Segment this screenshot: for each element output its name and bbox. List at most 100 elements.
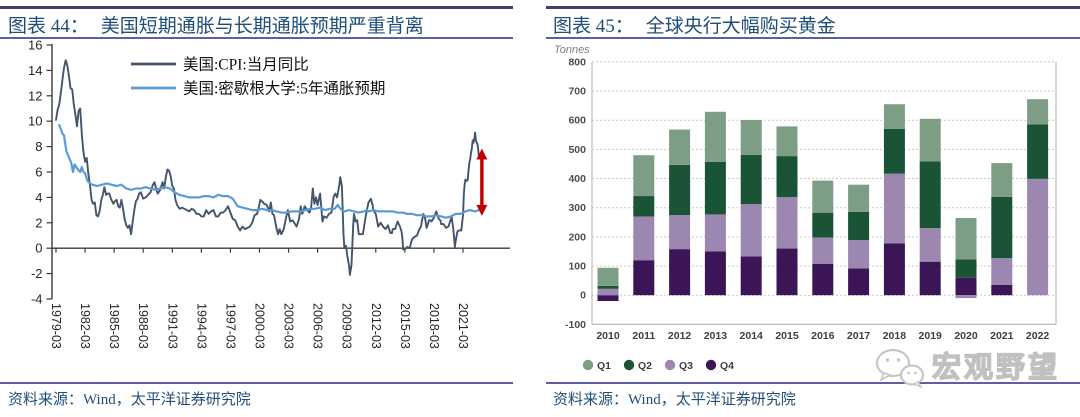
bar-segment-q1-2011: [633, 155, 655, 197]
y-tick-label: 8: [35, 139, 42, 154]
unit-label: Tonnes: [554, 44, 590, 56]
source-divider: [546, 382, 1080, 384]
bar-segment-q4-2018: [883, 243, 905, 296]
bar-segment-q3-2019: [919, 228, 941, 262]
bar-segment-q3-2014: [740, 204, 762, 257]
x-tick-label: 1988-03: [136, 303, 150, 349]
bar-segment-q1-2018: [883, 104, 905, 129]
y-tick-label: 700: [568, 86, 586, 98]
legend-label: Q3: [679, 360, 693, 372]
bar-segment-q2-2014: [740, 154, 762, 205]
x-tick-label: 2016: [811, 330, 835, 342]
bar-segment-q2-2015: [776, 156, 798, 198]
x-tick-label: 1997-03: [223, 303, 237, 349]
x-tick-label: 2018: [883, 330, 907, 342]
x-tick-label: 2012: [668, 330, 692, 342]
figure-45-title: 全球央行大幅购买黄金: [645, 16, 836, 37]
figure-45-label: 图表 45：: [553, 16, 634, 37]
y-tick-label: 100: [568, 261, 586, 273]
bar-segment-q1-2021: [991, 163, 1013, 197]
bar-segment-q3-2022: [1027, 178, 1049, 296]
x-tick-label: 1994-03: [194, 303, 208, 349]
bar-segment-q1-2017: [848, 184, 870, 212]
x-tick-label: 2006-03: [311, 303, 325, 349]
x-tick-label: 1982-03: [78, 303, 92, 349]
bar-segment-q2-2020: [955, 259, 977, 278]
x-tick-label: 2017: [847, 330, 871, 342]
bar-segment-q1-2013: [704, 111, 726, 162]
x-tick-label: 2020: [954, 330, 978, 342]
bar-segment-q3-2012: [669, 215, 691, 250]
x-tick-label: 2022: [1026, 330, 1050, 342]
legend-label: 美国:密歇根大学:5年通胀预期: [183, 80, 385, 98]
bar-segment-q2-2013: [704, 161, 726, 215]
y-tick-label: 6: [35, 165, 42, 180]
bar-segment-q4-2012: [669, 249, 691, 296]
cpi-chart-svg: -4 -2 0 2 4 6 8 10 12 14 16 1979-03 1982-03 1985-03 19…: [28, 38, 510, 349]
legend-swatch-q3: [664, 359, 676, 371]
header-divider: [546, 37, 1080, 39]
figure-44-header: 图表 44： 美国短期通胀与长期通胀预期严重背离: [8, 11, 424, 38]
x-tick-label: 2021-03: [456, 303, 470, 349]
y-tick-label: 4: [35, 190, 42, 205]
y-tick-label: -100: [565, 319, 586, 331]
cpi-line: [55, 59, 480, 276]
figure-44-panel: 图表 44： 美国短期通胀与长期通胀预期严重背离 -4 -2 0 2 4 6 8 10 12 14 1…: [0, 6, 513, 408]
divergence-arrow-head-up: [476, 148, 488, 160]
legend-label: Q4: [720, 360, 734, 372]
bar-segment-q2-2017: [848, 211, 870, 241]
bar-segment-q1-2022: [1027, 99, 1049, 125]
x-tick-label: 2000-03: [252, 303, 266, 349]
y-tick-label: 14: [28, 63, 42, 78]
x-tick-label: 2018-03: [427, 303, 441, 349]
bar-segment-q3-2018: [883, 173, 905, 244]
bar-segment-q1-2014: [740, 119, 762, 155]
x-tick-label: 2019: [919, 330, 943, 342]
bar-segment-q1-2020: [955, 217, 977, 260]
header-divider: [0, 37, 513, 39]
y-tick-label: -4: [31, 292, 43, 307]
panel-top-rule: [546, 6, 1080, 9]
bar-segment-q3-2016: [812, 237, 834, 264]
figure-45-header: 图表 45： 全球央行大幅购买黄金: [553, 11, 836, 38]
bar-segment-q3-2017: [848, 240, 870, 269]
bar-segment-q1-2015: [776, 126, 798, 157]
figure-45-panel: 图表 45： 全球央行大幅购买黄金 -100 0 100 200 300 400 500 600…: [540, 0, 1080, 417]
watermark-text: 宏观野望: [931, 351, 1061, 384]
bar-segment-q4-2011: [633, 260, 655, 296]
x-tick-label: 1985-03: [107, 303, 121, 349]
bar-segment-q4-2013: [704, 251, 726, 296]
legend-swatch-q1: [582, 359, 594, 371]
y-tick-label: -2: [31, 266, 43, 281]
bar-segment-q4-2020: [955, 277, 977, 296]
bar-segment-q2-2021: [991, 196, 1013, 259]
y-tick-label: 2: [35, 215, 42, 230]
y-tick-label: 300: [568, 202, 586, 214]
bar-segment-q3-2015: [776, 197, 798, 249]
bar-segment-q1-2019: [919, 118, 941, 162]
y-tick-label: 500: [568, 144, 586, 156]
y-tick-label: 0: [580, 290, 586, 302]
bar-segment-q4-2017: [848, 268, 870, 296]
bar-segment-q4-2015: [776, 248, 798, 296]
watermark: 宏观野望: [874, 346, 1060, 390]
bar-segment-q2-2010: [597, 285, 619, 289]
bar-segment-q4-2021: [991, 284, 1013, 296]
bar-segment-q4-2010: [597, 295, 619, 302]
figure-45-source: 资料来源：Wind，太平洋证券研究院: [553, 392, 796, 408]
x-tick-label: 2015-03: [398, 303, 412, 349]
x-tick-label: 2012-03: [369, 303, 383, 349]
x-tick-label: 2013: [704, 330, 728, 342]
bar-segment-q4-2019: [919, 261, 941, 296]
bar-segment-q3-2011: [633, 216, 655, 261]
y-tick-label: 10: [28, 114, 42, 129]
y-tick-label: 600: [568, 115, 586, 127]
x-tick-label: 2021: [990, 330, 1014, 342]
wechat-logo-icon: [875, 348, 925, 389]
bar-segment-q2-2019: [919, 161, 941, 229]
bar-segment-q1-2016: [812, 180, 834, 213]
x-tick-label: 2014: [740, 330, 764, 342]
bar-segment-q4-2014: [740, 256, 762, 296]
bar-segment-q4-2016: [812, 263, 834, 296]
figure-44-label: 图表 44：: [8, 16, 89, 37]
